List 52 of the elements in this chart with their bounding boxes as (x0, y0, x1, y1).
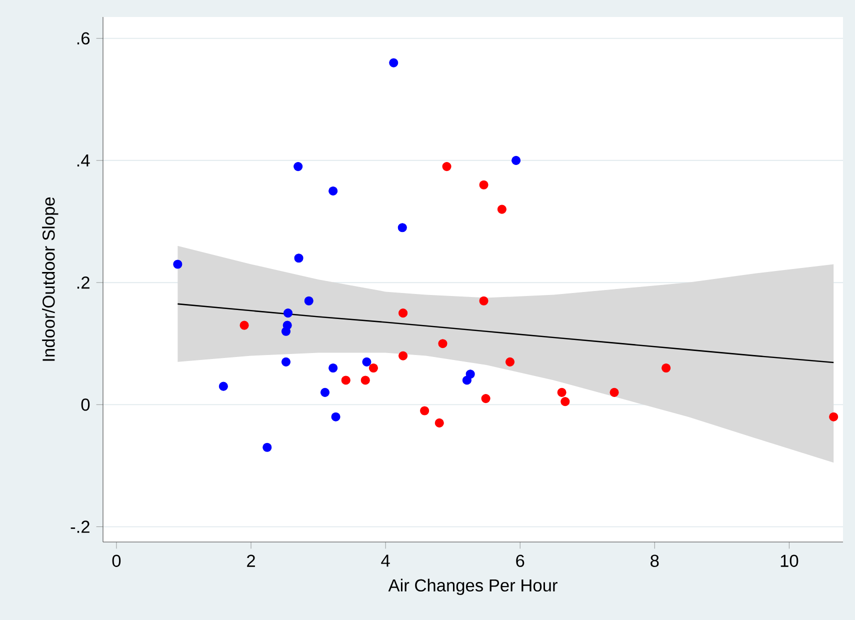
point (362, 357, 372, 366)
point (283, 308, 293, 318)
point (434, 418, 444, 428)
point (398, 223, 407, 232)
point (610, 388, 619, 397)
point (481, 394, 490, 404)
point (479, 180, 488, 190)
point (398, 308, 408, 318)
point (497, 204, 506, 214)
x-tick-label: 4 (381, 554, 390, 567)
y-tick-label: -.2 (70, 520, 90, 533)
point (829, 412, 838, 422)
point (442, 162, 452, 172)
point (505, 357, 515, 366)
point (389, 58, 398, 68)
y-tick-label: 0 (81, 398, 90, 411)
point (294, 254, 304, 263)
point (341, 376, 350, 385)
line-series (177, 303, 834, 364)
x-tick-label: 0 (112, 554, 121, 567)
y-tick-label: .2 (77, 276, 90, 289)
point (173, 260, 182, 269)
point (328, 186, 338, 196)
point (368, 363, 378, 373)
point (560, 397, 570, 406)
point (240, 320, 249, 330)
point (320, 388, 330, 397)
y-tick-label: .4 (77, 154, 90, 166)
y-tick-label: .6 (77, 32, 90, 44)
point (438, 339, 448, 348)
point (328, 363, 338, 373)
point (294, 162, 303, 172)
x-axis-title: Air Changes Per Hour (388, 578, 558, 595)
x-tick-label: 10 (780, 554, 798, 567)
x-tick-label: 2 (247, 554, 255, 567)
point (466, 370, 475, 379)
point (281, 357, 291, 366)
x-tick-label: 8 (650, 554, 659, 567)
point (360, 376, 370, 385)
point (331, 412, 340, 422)
point (262, 442, 272, 452)
point (512, 156, 521, 165)
y-axis-title: Indoor/Outdoor Slope (42, 197, 58, 361)
point (662, 363, 671, 373)
point (281, 326, 291, 336)
point (398, 351, 408, 360)
x-tick-label: 6 (516, 554, 524, 567)
point (557, 388, 566, 397)
point (479, 296, 488, 306)
point (304, 296, 314, 306)
point (420, 406, 430, 416)
point (218, 382, 228, 391)
